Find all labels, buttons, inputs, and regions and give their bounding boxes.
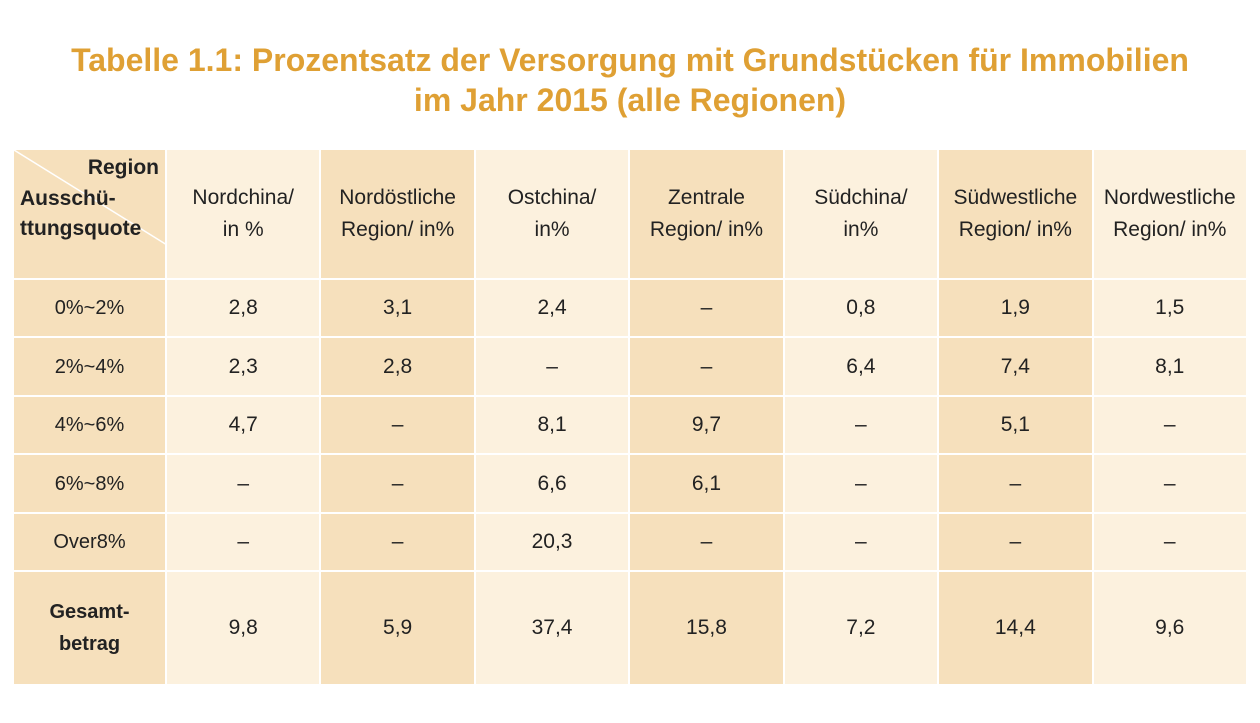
corner-bottom: Ausschü- ttungsquote bbox=[20, 187, 142, 240]
corner-top: Region bbox=[87, 156, 159, 179]
row-label: Gesamt- betrag bbox=[12, 570, 167, 686]
table-row: 4%~6% 4,7–8,1 9,7–5,1– bbox=[12, 394, 1249, 456]
table-cell: 14,4 bbox=[937, 570, 1094, 686]
column-header: Nordwestliche Region/ in% bbox=[1091, 148, 1249, 280]
table-cell: – bbox=[937, 511, 1094, 573]
column-header: Ostchina/ in% bbox=[473, 148, 631, 280]
column-header: Zentrale Region/ in% bbox=[628, 148, 785, 280]
table-cell: – bbox=[782, 511, 940, 573]
table-cell: – bbox=[782, 453, 940, 514]
table-cell: – bbox=[164, 453, 322, 514]
table-cell: 20,3 bbox=[473, 511, 631, 573]
table-cell: 2,3 bbox=[164, 336, 322, 397]
table-row: 2%~4% 2,3 2,8– –6,4 7,4 8,1 bbox=[12, 336, 1249, 397]
table-cell: 8,1 bbox=[473, 394, 631, 456]
table-cell: – bbox=[319, 453, 476, 514]
table-cell: 37,4 bbox=[473, 570, 631, 686]
table-cell: – bbox=[1091, 394, 1249, 456]
table-cell: – bbox=[164, 511, 322, 573]
table-cell: 2,4 bbox=[473, 277, 631, 339]
table-cell: – bbox=[319, 511, 476, 573]
table-cell: 9,8 bbox=[164, 570, 322, 686]
table-cell: – bbox=[937, 453, 1094, 514]
table-body: Region Ausschü- ttungsquote Nordchina/ i… bbox=[12, 148, 1249, 686]
corner-cell: Region Ausschü- ttungsquote bbox=[12, 148, 167, 280]
table-cell: 7,2 bbox=[782, 570, 940, 686]
table-cell: 2,8 bbox=[319, 336, 476, 397]
table-row: 6%~8% – –6,6 6,1– – – bbox=[12, 453, 1249, 514]
table-row: Over8% – –20,3– – – – bbox=[12, 511, 1249, 573]
table-cell: 2,8 bbox=[164, 277, 322, 339]
table-cell: 8,1 bbox=[1091, 336, 1249, 397]
table-cell: – bbox=[1091, 453, 1249, 514]
table-cell: – bbox=[782, 394, 940, 456]
table-row: Gesamt- betrag 9,8 5,9 37,4 15,8 7,2 14,4 9,6 bbox=[12, 570, 1249, 686]
table-cell: – bbox=[473, 336, 631, 397]
table-cell: 1,5 bbox=[1091, 277, 1249, 339]
table-cell: 6,4 bbox=[782, 336, 940, 397]
table-cell: – bbox=[628, 336, 785, 397]
table-cell: 0,8 bbox=[782, 277, 940, 339]
table-cell: 7,4 bbox=[937, 336, 1094, 397]
table-cell: 3,1 bbox=[319, 277, 476, 339]
row-label: 6%~8% bbox=[12, 453, 167, 514]
table-cell: 9,6 bbox=[1091, 570, 1249, 686]
title: Tabelle 1.1: Prozentsatz der Versorgung … bbox=[71, 42, 1189, 118]
column-header: Nordchina/ in % bbox=[164, 148, 322, 280]
table-cell: – bbox=[628, 277, 785, 339]
table-cell: – bbox=[319, 394, 476, 456]
row-label: 4%~6% bbox=[12, 394, 167, 456]
table-row: 0%~2% 2,8 3,1 2,4–0,8 1,9 1,5 bbox=[12, 277, 1249, 339]
column-header: Nordöstliche Region/ in% bbox=[319, 148, 476, 280]
table-cell: 4,7 bbox=[164, 394, 322, 456]
table-cell: 1,9 bbox=[937, 277, 1094, 339]
table-cell: – bbox=[628, 511, 785, 573]
corner-diagonal bbox=[14, 150, 167, 245]
data-table: Region Ausschü- ttungsquote Nordchina/ i… bbox=[12, 148, 1249, 686]
row-label: Over8% bbox=[12, 511, 167, 573]
table-cell: 6,6 bbox=[473, 453, 631, 514]
header-row: Region Ausschü- ttungsquote Nordchina/ i… bbox=[12, 148, 1249, 280]
table-cell: 5,9 bbox=[319, 570, 476, 686]
row-label: 0%~2% bbox=[12, 277, 167, 339]
table-cell: – bbox=[1091, 511, 1249, 573]
table-cell: 6,1 bbox=[628, 453, 785, 514]
table-cell: 15,8 bbox=[628, 570, 785, 686]
table-cell: 9,7 bbox=[628, 394, 785, 456]
column-header: Südchina/ in% bbox=[782, 148, 940, 280]
table-cell: 5,1 bbox=[937, 394, 1094, 456]
column-header: Südwestliche Region/ in% bbox=[937, 148, 1094, 280]
row-label: 2%~4% bbox=[12, 336, 167, 397]
